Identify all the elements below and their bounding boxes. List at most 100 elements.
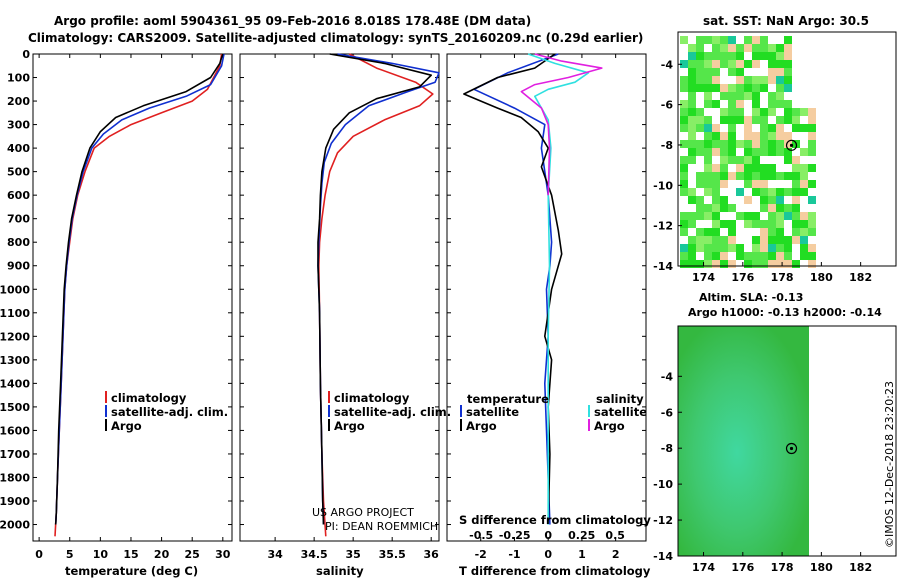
- sst-cell: [784, 36, 792, 44]
- sst-cell: [768, 220, 776, 228]
- sst-cell: [736, 212, 744, 220]
- sst-cell: [752, 220, 760, 228]
- sst-cell: [744, 196, 752, 204]
- sst-cell: [776, 188, 784, 196]
- sst-cell: [744, 164, 752, 172]
- sst-cell: [776, 100, 784, 108]
- sst-cell: [712, 228, 720, 236]
- sst-cell: [784, 52, 792, 60]
- sst-cell: [800, 244, 808, 252]
- sst-cell: [784, 132, 792, 140]
- sst-cell: [760, 236, 768, 244]
- series-line-s-argo: [520, 53, 603, 196]
- depth-tick-label: 700: [7, 213, 30, 226]
- sst-cell: [696, 244, 704, 252]
- sst-cell: [680, 172, 688, 180]
- sst-cell: [760, 76, 768, 84]
- depth-tick-label: 400: [7, 142, 30, 155]
- sst-cell: [704, 156, 712, 164]
- sst-cell: [736, 108, 744, 116]
- sst-cell: [728, 116, 736, 124]
- sst-cell: [800, 228, 808, 236]
- sst-map-cells: [680, 36, 816, 268]
- sst-cell: [696, 148, 704, 156]
- x-tick-label: 30: [215, 548, 231, 561]
- sst-cell: [776, 60, 784, 68]
- temperature-series: [54, 53, 225, 537]
- sst-cell: [688, 188, 696, 196]
- sst-cell: [680, 36, 688, 44]
- sst-cell: [760, 132, 768, 140]
- sst-cell: [792, 228, 800, 236]
- sst-cell: [712, 212, 720, 220]
- sst-cell: [696, 76, 704, 84]
- s-tick-label: 0.25: [568, 529, 595, 542]
- sst-cell: [776, 236, 784, 244]
- sst-cell: [688, 60, 696, 68]
- sst-cell: [776, 228, 784, 236]
- x-tick-label: -2: [475, 548, 487, 561]
- sst-cell: [688, 220, 696, 228]
- legend-label-satellite: satellite-adj. clim.: [111, 405, 228, 419]
- sst-cell: [776, 260, 784, 268]
- s-tick-label: -0.5: [469, 529, 493, 542]
- sst-cell: [776, 92, 784, 100]
- sst-cell: [680, 212, 688, 220]
- sla-map-subtitle: Argo h1000: -0.13 h2000: -0.14: [688, 306, 882, 319]
- sst-cell: [792, 116, 800, 124]
- sst-cell: [728, 140, 736, 148]
- sst-cell: [728, 92, 736, 100]
- sst-cell: [752, 60, 760, 68]
- sst-cell: [728, 148, 736, 156]
- sst-cell: [704, 116, 712, 124]
- sst-cell: [752, 260, 760, 268]
- sst-cell: [800, 148, 808, 156]
- sst-cell: [704, 188, 712, 196]
- sst-map: sat. SST: NaN Argo: 30.5 174 176 178 180 182…: [653, 14, 897, 284]
- depth-tick-label: 1200: [0, 330, 30, 343]
- sst-cell: [696, 180, 704, 188]
- sst-map-frame: [677, 31, 897, 267]
- sst-cell: [704, 76, 712, 84]
- sst-cell: [728, 44, 736, 52]
- sst-cell: [688, 68, 696, 76]
- sst-cell: [688, 44, 696, 52]
- sst-cell: [728, 124, 736, 132]
- map-x-tick-label: 174: [692, 271, 715, 284]
- sst-cell: [808, 228, 816, 236]
- x-tick-label: 0: [544, 548, 552, 561]
- sst-cell: [800, 164, 808, 172]
- x-tick-label: 35.5: [379, 548, 406, 561]
- sst-cell: [800, 188, 808, 196]
- sst-cell: [728, 68, 736, 76]
- salinity-x-axis: 34 34.5 35 35.5 36: [267, 54, 439, 561]
- sst-cell: [792, 156, 800, 164]
- map-x-tick-label: 180: [810, 561, 833, 574]
- sst-cell: [752, 236, 760, 244]
- map-x-tick-label: 182: [849, 271, 872, 284]
- sst-cell: [768, 52, 776, 60]
- sst-cell: [784, 108, 792, 116]
- map-y-tick-label: -8: [661, 442, 673, 455]
- sst-cell: [688, 244, 696, 252]
- x-tick-label: 0: [35, 548, 43, 561]
- sst-cell: [736, 68, 744, 76]
- series-line-satellite-adj-clim-: [317, 53, 440, 525]
- sst-cell: [760, 220, 768, 228]
- map-x-tick-label: 178: [771, 561, 794, 574]
- sst-cell: [736, 252, 744, 260]
- sst-cell: [768, 68, 776, 76]
- depth-tick-label: 1000: [0, 283, 30, 296]
- sst-cell: [744, 180, 752, 188]
- depth-tick-label: 1300: [0, 354, 30, 367]
- salinity-plot-frame: [239, 53, 440, 542]
- sst-cell: [808, 164, 816, 172]
- sst-cell: [680, 252, 688, 260]
- sst-cell: [680, 60, 688, 68]
- sst-cell: [720, 52, 728, 60]
- sst-cell: [688, 260, 696, 268]
- sst-cell: [688, 132, 696, 140]
- sst-cell: [688, 92, 696, 100]
- sst-cell: [800, 124, 808, 132]
- depth-tick-label: 100: [7, 72, 30, 85]
